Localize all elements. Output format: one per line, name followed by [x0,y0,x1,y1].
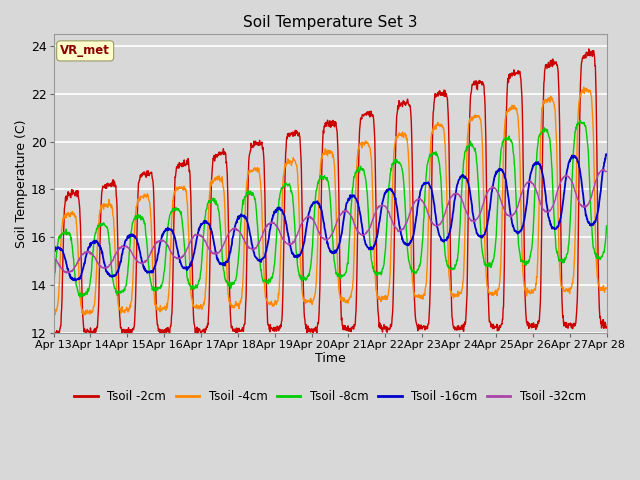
Tsoil -16cm [538,164,545,170]
Tsoil -8cm [577,118,584,123]
Tsoil -16cm [235,216,243,222]
Tsoil -4cm [173,184,180,190]
Line: Tsoil -16cm: Tsoil -16cm [54,154,607,280]
Tsoil -8cm [76,294,84,300]
Tsoil -32cm [235,228,243,234]
Tsoil -16cm [603,151,611,157]
Tsoil -8cm [159,274,167,280]
Tsoil -16cm [159,231,167,237]
Tsoil -2cm [235,328,243,334]
Tsoil -4cm [488,293,496,299]
Tsoil -32cm [416,195,424,201]
Tsoil -16cm [602,151,610,157]
Line: Tsoil -8cm: Tsoil -8cm [54,120,607,297]
Tsoil -4cm [416,295,424,300]
Tsoil -4cm [603,286,611,291]
Tsoil -2cm [585,46,593,52]
Tsoil -2cm [159,329,167,335]
Y-axis label: Soil Temperature (C): Soil Temperature (C) [15,119,28,248]
Tsoil -32cm [50,255,58,261]
Tsoil -2cm [488,322,496,328]
Tsoil -2cm [416,325,424,331]
Tsoil -2cm [197,334,205,339]
Legend: Tsoil -2cm, Tsoil -4cm, Tsoil -8cm, Tsoil -16cm, Tsoil -32cm: Tsoil -2cm, Tsoil -4cm, Tsoil -8cm, Tsoi… [70,385,591,408]
Tsoil -4cm [50,314,58,320]
Tsoil -8cm [416,261,424,266]
Tsoil -16cm [416,190,424,195]
Tsoil -4cm [235,300,243,306]
Tsoil -8cm [603,223,611,229]
Tsoil -32cm [63,270,70,276]
Tsoil -32cm [538,202,545,207]
Line: Tsoil -2cm: Tsoil -2cm [54,49,607,336]
Tsoil -32cm [488,185,496,191]
Tsoil -16cm [488,185,496,191]
Text: VR_met: VR_met [60,45,110,58]
Tsoil -16cm [173,245,180,251]
X-axis label: Time: Time [315,352,346,365]
Tsoil -2cm [603,324,611,330]
Tsoil -4cm [537,131,545,137]
Tsoil -4cm [159,305,167,311]
Tsoil -16cm [72,277,80,283]
Tsoil -4cm [580,84,588,90]
Tsoil -8cm [538,129,545,135]
Tsoil -2cm [173,164,180,170]
Line: Tsoil -32cm: Tsoil -32cm [54,169,607,273]
Line: Tsoil -4cm: Tsoil -4cm [54,87,607,317]
Tsoil -32cm [159,238,167,243]
Tsoil -2cm [50,326,58,332]
Tsoil -8cm [235,251,243,256]
Tsoil -16cm [50,248,58,254]
Tsoil -8cm [50,278,58,284]
Tsoil -2cm [538,257,545,263]
Title: Soil Temperature Set 3: Soil Temperature Set 3 [243,15,417,30]
Tsoil -8cm [488,258,496,264]
Tsoil -32cm [173,255,180,261]
Tsoil -8cm [173,206,180,212]
Tsoil -32cm [600,167,608,172]
Tsoil -32cm [603,168,611,174]
